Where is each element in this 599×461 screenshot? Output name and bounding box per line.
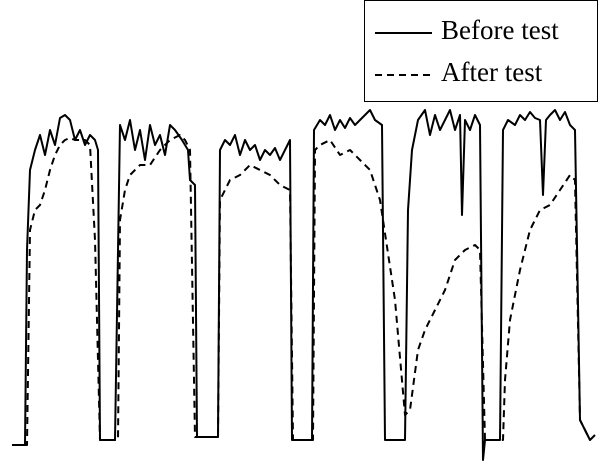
legend-box <box>364 0 598 102</box>
legend-label: Before test <box>441 15 559 45</box>
series-line <box>12 134 591 446</box>
legend-label: After test <box>441 57 543 87</box>
